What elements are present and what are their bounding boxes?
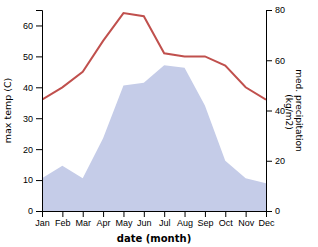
x-tick: Nov	[238, 211, 255, 228]
y2-axis: 0 20 40 60 80	[266, 5, 285, 216]
tick-mark	[185, 211, 186, 217]
tick-mark	[62, 211, 63, 217]
title-line: (kg/m2)	[284, 91, 294, 129]
y-axis-title: max temp (C)	[2, 78, 13, 144]
y2-tick: 80	[266, 5, 285, 15]
tick-label: Oct	[219, 218, 234, 228]
tick-mark	[36, 211, 42, 212]
tick-mark	[266, 161, 272, 162]
line	[42, 13, 266, 100]
tick-label: Feb	[55, 218, 71, 228]
x-tick: Sep	[197, 211, 213, 228]
y-tick: 60	[23, 21, 42, 31]
tick-mark	[83, 211, 84, 217]
axis-line	[36, 11, 43, 212]
tick-label: 20	[23, 145, 33, 155]
tick-label: 50	[23, 52, 33, 62]
axis-line	[43, 212, 267, 218]
tick-mark	[205, 211, 206, 217]
x-tick: Jan	[35, 211, 50, 228]
chart: JanFebMarAprMayJunJulAugSepOctNovDec0102…	[0, 0, 318, 247]
x-axis-title: date (month)	[117, 233, 191, 244]
y-tick: 50	[23, 52, 42, 62]
y-tick: 40	[23, 83, 42, 93]
plot: JanFebMarAprMayJunJulAugSepOctNovDec0102…	[23, 5, 285, 228]
y2-tick: 0	[266, 206, 280, 216]
tick-label: 40	[275, 106, 285, 116]
tick-mark	[36, 149, 42, 150]
tick-mark	[266, 211, 272, 212]
tick-label: 60	[23, 21, 33, 31]
marks	[42, 13, 266, 211]
tick-mark	[123, 211, 124, 217]
y2-axis-title: med. precipitation (kg/m2)	[284, 69, 304, 151]
tick-mark	[225, 211, 226, 217]
tick-mark	[36, 180, 42, 181]
tick-label: Aug	[177, 218, 193, 228]
tick-label: Sep	[197, 218, 213, 228]
x-tick: Jun	[137, 211, 152, 228]
tick-label: Apr	[97, 218, 111, 228]
x-tick: May	[115, 211, 133, 228]
area	[42, 65, 266, 211]
tick-mark	[36, 25, 42, 26]
tick-mark	[103, 211, 104, 217]
y-tick: 0	[28, 206, 42, 216]
tick-label: May	[115, 218, 133, 228]
tick-mark	[266, 10, 272, 11]
y-axis: 0 10 20 30 40 50 60	[23, 11, 43, 217]
tick-label: Jul	[159, 218, 171, 228]
tick-mark	[266, 60, 272, 61]
axis-line	[267, 11, 273, 212]
y-tick: 20	[23, 145, 42, 155]
x-tick: Aug	[177, 211, 193, 228]
tick-label: Mar	[75, 218, 91, 228]
x-tick: Oct	[219, 211, 234, 228]
y2-tick: 20	[266, 156, 285, 166]
tick-mark	[164, 211, 165, 217]
tick-label: 30	[23, 114, 33, 124]
tick-label: Dec	[258, 218, 275, 228]
tick-label: 60	[275, 56, 285, 66]
tick-mark	[266, 111, 272, 112]
tick-label: Nov	[238, 218, 255, 228]
title-line: med. precipitation	[294, 69, 304, 151]
tick-label: 10	[23, 175, 33, 185]
tick-label: 0	[28, 206, 33, 216]
tick-label: Jan	[35, 218, 50, 228]
y-tick: 30	[23, 114, 42, 124]
tick-label: Jun	[137, 218, 152, 228]
x-tick: Feb	[55, 211, 71, 228]
tick-label: 0	[275, 206, 280, 216]
x-tick: Dec	[258, 211, 275, 228]
tick-mark	[144, 211, 145, 217]
tick-label: 20	[275, 156, 285, 166]
x-tick: Mar	[75, 211, 91, 228]
tick-label: 80	[275, 5, 285, 15]
x-tick: Jul	[159, 211, 171, 228]
y2-tick: 40	[266, 106, 285, 116]
x-tick: Apr	[97, 211, 111, 228]
tick-mark	[36, 56, 42, 57]
tick-mark	[246, 211, 247, 217]
tick-label: 40	[23, 83, 33, 93]
y2-tick: 60	[266, 56, 285, 66]
tick-mark	[36, 118, 42, 119]
tick-mark	[36, 87, 42, 88]
y-tick: 10	[23, 175, 42, 185]
x-axis: Jan Feb Mar Apr May Jun Jul Aug Sep Oct NovDec	[35, 211, 275, 228]
